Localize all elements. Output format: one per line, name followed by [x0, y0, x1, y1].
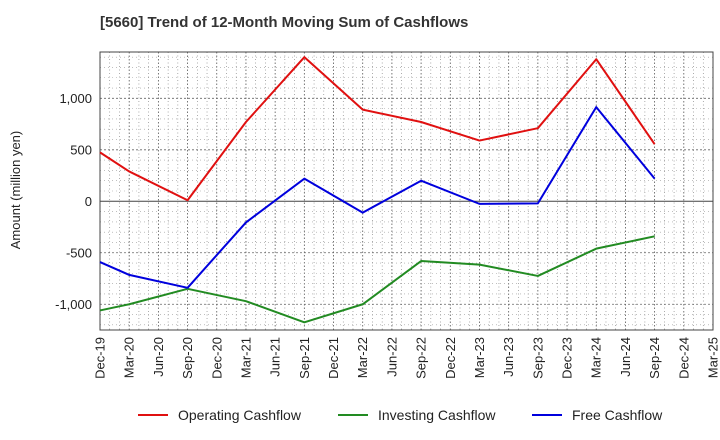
plot-border: [99, 51, 714, 331]
x-tick-label: Dec-20: [209, 337, 224, 379]
series-layer: [99, 56, 656, 324]
chart-title: [5660] Trend of 12-Month Moving Sum of C…: [100, 14, 469, 31]
legend-label-investing-cashflow: Investing Cashflow: [378, 407, 496, 423]
x-tick-label: Mar-25: [706, 337, 720, 378]
legend-label-operating-cashflow: Operating Cashflow: [178, 407, 302, 423]
x-axis-ticks: Dec-19 Mar-20 Jun-20 Sep-20 Dec-20 Mar-21 Jun-…: [93, 337, 720, 379]
plot-frame: [99, 51, 714, 331]
x-tick-label: Dec-22: [443, 337, 458, 379]
x-tick-label: Mar-21: [238, 337, 253, 378]
x-tick-label: Jun-22: [384, 337, 399, 377]
y-axis-ticks: -1,000 -500 0 500 1,000: [55, 91, 92, 312]
x-tick-label: Sep-21: [297, 337, 312, 379]
x-tick-label: Mar-22: [355, 337, 370, 378]
x-tick-label: Mar-23: [472, 337, 487, 378]
y-axis-title: Amount (million yen): [8, 131, 23, 250]
y-tick-label: 1,000: [59, 91, 92, 106]
x-tick-label: Jun-24: [618, 337, 633, 377]
x-tick-label: Sep-24: [647, 337, 662, 379]
series-line-operating-cashflow: [99, 56, 656, 202]
x-tick-label: Dec-19: [93, 337, 108, 379]
x-tick-label: Sep-23: [530, 337, 545, 379]
legend-label-free-cashflow: Free Cashflow: [572, 407, 663, 423]
x-tick-label: Dec-23: [560, 337, 575, 379]
y-tick-label: 500: [70, 142, 92, 157]
y-tick-label: 0: [85, 194, 92, 209]
grid-layer: [99, 52, 714, 330]
x-tick-label: Mar-20: [122, 337, 137, 378]
x-tick-label: Jun-21: [268, 337, 283, 377]
y-tick-label: -1,000: [55, 297, 92, 312]
x-tick-label: Dec-24: [676, 337, 691, 379]
legend: Operating Cashflow Investing Cashflow Free…: [138, 407, 663, 423]
x-tick-label: Mar-24: [589, 337, 604, 378]
series-line-free-cashflow: [99, 106, 656, 289]
x-tick-label: Sep-22: [414, 337, 429, 379]
x-tick-label: Sep-20: [180, 337, 195, 379]
x-tick-label: Dec-21: [326, 337, 341, 379]
series-line-investing-cashflow: [99, 235, 655, 324]
x-tick-label: Jun-20: [151, 337, 166, 377]
x-tick-label: Jun-23: [501, 337, 516, 377]
y-tick-label: -500: [66, 245, 92, 260]
